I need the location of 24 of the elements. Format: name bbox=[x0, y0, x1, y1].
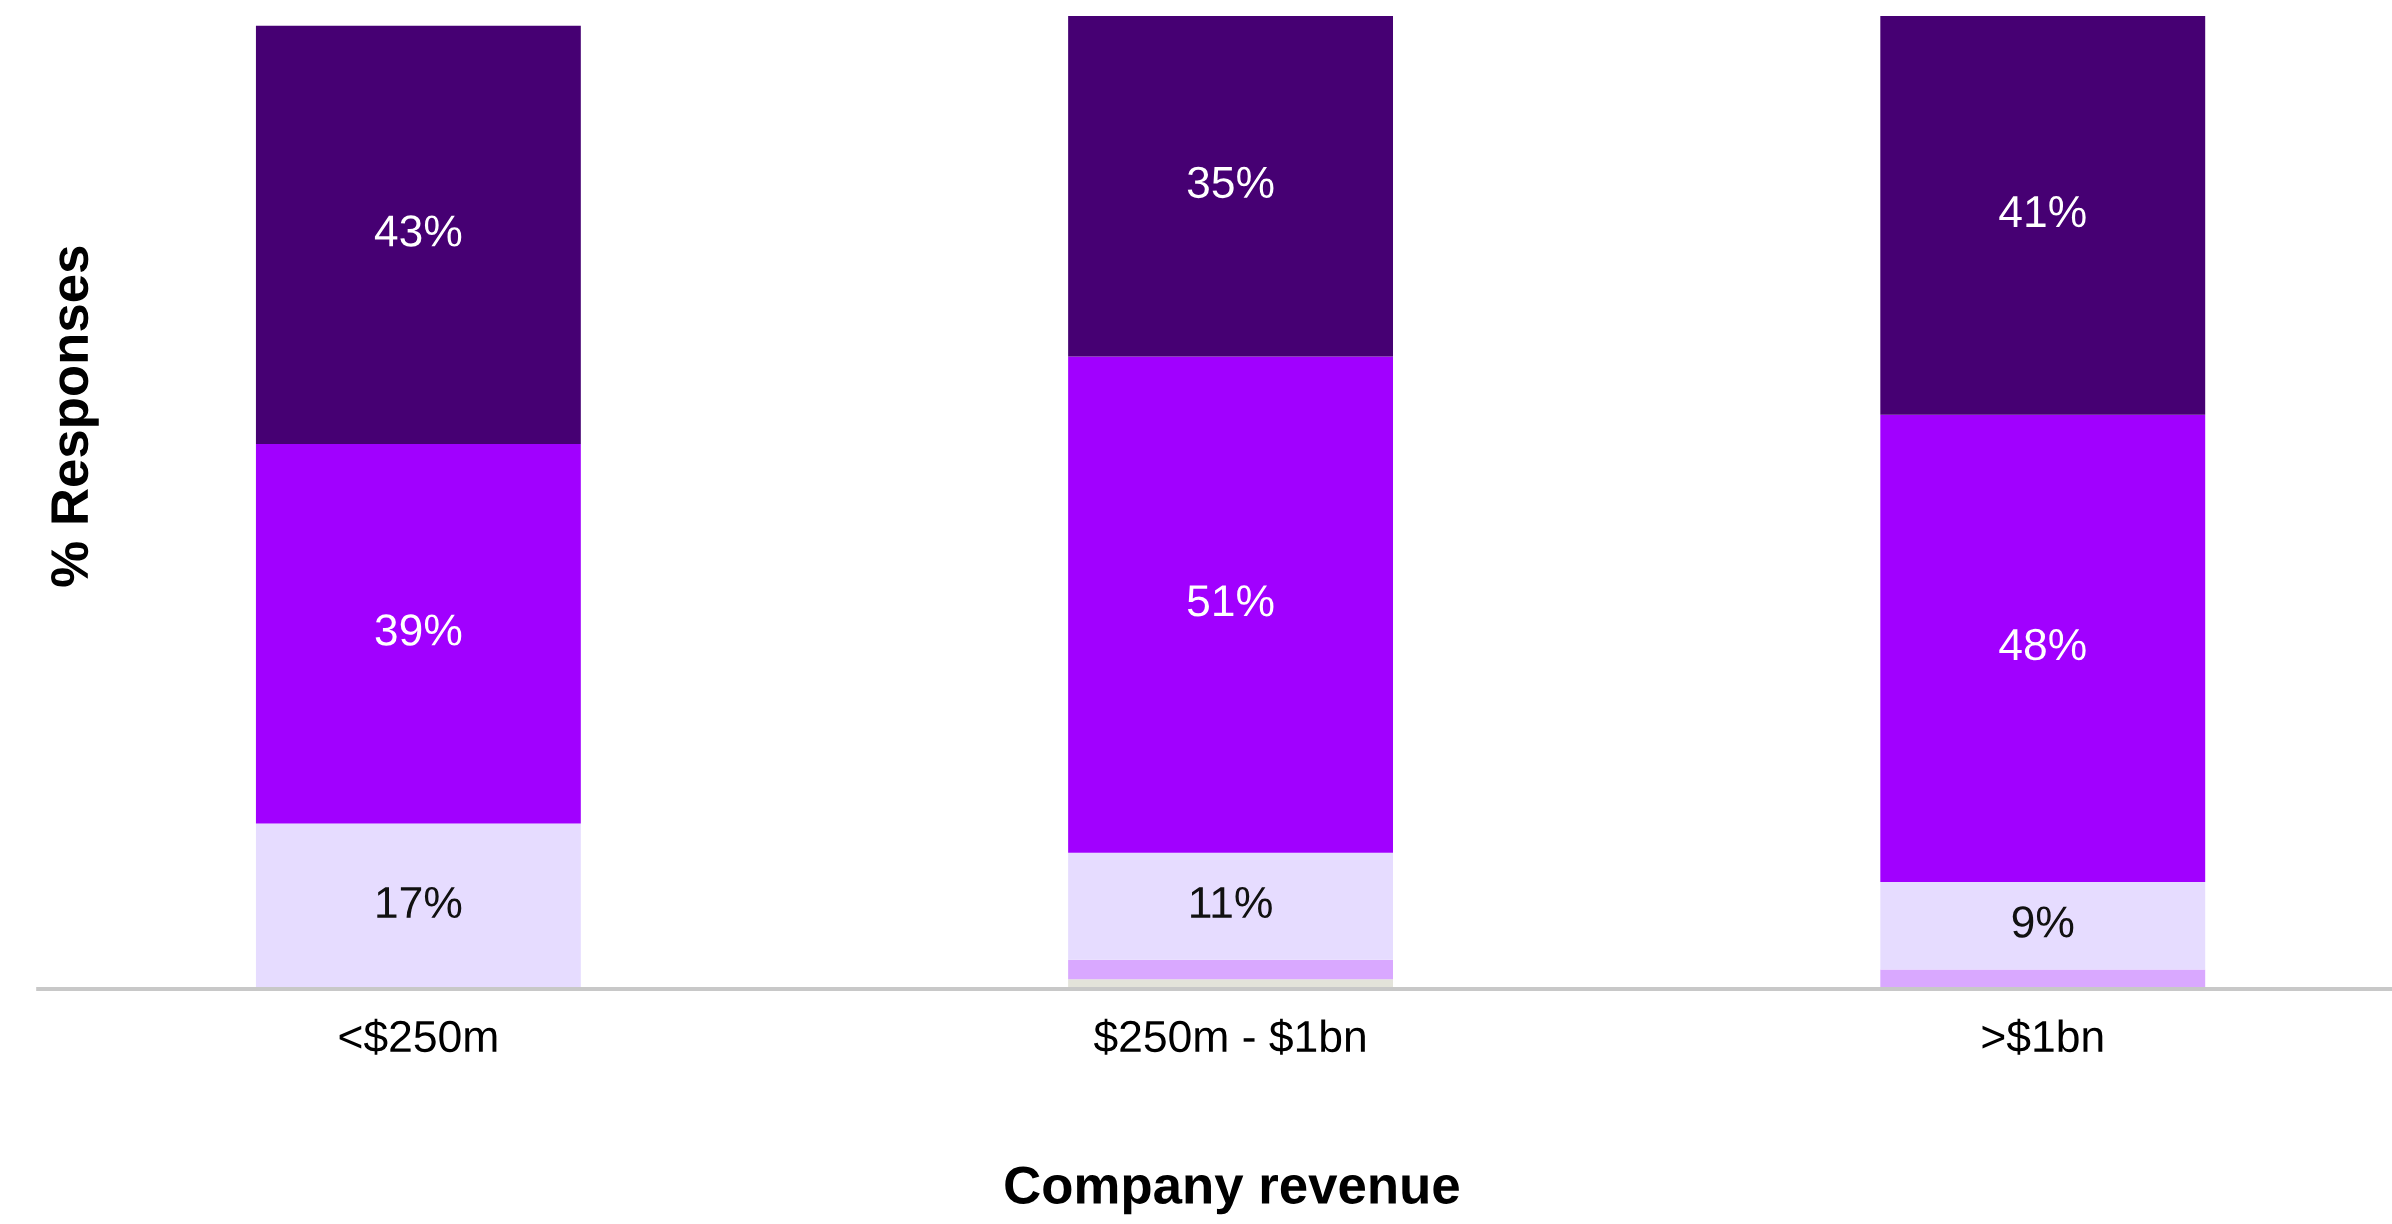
bar bbox=[1880, 414, 2206, 882]
data-label: 51% bbox=[1187, 585, 1274, 617]
bar bbox=[1068, 356, 1394, 853]
bar bbox=[1880, 15, 2206, 415]
bar bbox=[255, 25, 581, 445]
y-axis-title: % Responses bbox=[51, 246, 99, 587]
bar bbox=[1068, 959, 1394, 980]
bar bbox=[1880, 881, 2206, 970]
x-tick-label: >$1bn bbox=[1982, 1018, 2103, 1055]
data-label: 39% bbox=[375, 614, 462, 646]
x-tick-label: $250m - $1bn bbox=[1093, 1018, 1365, 1055]
bar bbox=[255, 823, 581, 989]
data-label: 17% bbox=[377, 886, 462, 919]
bar bbox=[255, 444, 581, 824]
data-label: 9% bbox=[2012, 906, 2074, 938]
bar bbox=[1068, 15, 1394, 357]
data-label: 43% bbox=[374, 215, 462, 247]
data-label: 11% bbox=[1191, 886, 1272, 919]
data-label: 48% bbox=[1999, 628, 2086, 661]
data-label: 41% bbox=[1999, 196, 2086, 228]
x-axis-title: Company revenue bbox=[1005, 1166, 1459, 1215]
bar bbox=[1068, 852, 1394, 960]
data-label: 35% bbox=[1187, 166, 1274, 199]
x-tick-label: <$250m bbox=[339, 1018, 497, 1055]
